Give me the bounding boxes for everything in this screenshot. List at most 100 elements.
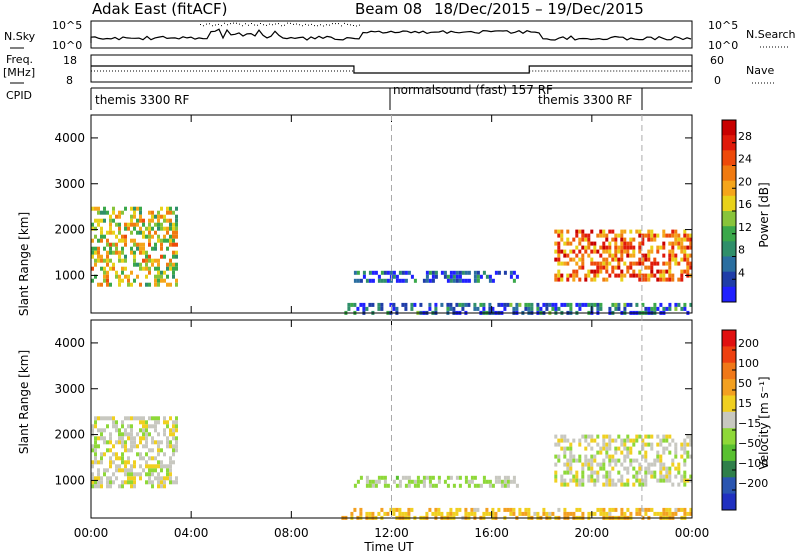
velocity-cell xyxy=(638,462,642,467)
power-cell xyxy=(175,222,178,227)
velocity-ylabel: Slant Range [km] xyxy=(17,350,31,454)
power-cell xyxy=(380,302,384,307)
power-cell xyxy=(587,273,591,278)
power-cell xyxy=(145,274,148,279)
velocity-cell xyxy=(130,428,133,433)
velocity-cell xyxy=(563,462,567,467)
beam-title: Beam 08 xyxy=(355,0,422,18)
velocity-cell xyxy=(524,507,528,512)
power-cell xyxy=(602,245,606,250)
power-cell xyxy=(169,262,172,267)
power-cell xyxy=(109,242,112,247)
power-cell xyxy=(112,210,115,215)
power-cell xyxy=(602,261,606,266)
power-cell xyxy=(124,234,127,239)
velocity-cell xyxy=(638,511,642,516)
time-tick-label: 04:00 xyxy=(174,526,209,540)
power-cell xyxy=(572,257,576,262)
power-cell xyxy=(172,254,175,259)
power-cell xyxy=(515,306,519,311)
power-cell xyxy=(401,278,405,283)
power-cell xyxy=(557,273,561,278)
velocity-cell xyxy=(172,460,175,465)
power-cell xyxy=(629,302,633,307)
power-cell xyxy=(109,250,112,255)
velocity-cell xyxy=(103,472,106,477)
velocity-cell xyxy=(617,478,621,483)
velocity-cell xyxy=(97,460,100,465)
power-cell xyxy=(491,306,495,311)
power-cell xyxy=(689,233,693,238)
velocity-cell xyxy=(458,507,462,512)
power-cell xyxy=(581,233,585,238)
power-cell xyxy=(124,222,127,227)
velocity-cell xyxy=(163,484,166,489)
power-cell xyxy=(109,218,112,223)
velocity-cell xyxy=(602,462,606,467)
velocity-cell xyxy=(563,454,567,459)
velocity-cell xyxy=(686,454,690,459)
velocity-cell xyxy=(97,436,100,441)
velocity-cell xyxy=(97,416,100,421)
power-cell xyxy=(671,249,675,254)
power-cell xyxy=(464,278,468,283)
power-cell xyxy=(611,302,615,307)
power-cell xyxy=(380,306,384,311)
velocity-cell xyxy=(554,434,558,439)
velocity-cell xyxy=(109,432,112,437)
velocity-cell xyxy=(100,436,103,441)
velocity-cell xyxy=(446,511,450,516)
velocity-cell xyxy=(575,470,579,475)
velocity-cell xyxy=(431,511,435,516)
velocity-cell xyxy=(374,479,378,484)
power-cell xyxy=(593,302,597,307)
power-cell xyxy=(650,245,654,250)
velocity-cell xyxy=(668,470,672,475)
velocity-cell xyxy=(659,454,663,459)
power-cell xyxy=(638,273,642,278)
power-cell xyxy=(632,273,636,278)
power-cell xyxy=(638,277,642,282)
velocity-cell xyxy=(617,470,621,475)
power-cell xyxy=(106,278,109,283)
power-cell xyxy=(139,214,142,219)
power-cell xyxy=(455,302,459,307)
power-colorbar-tick-label: 12 xyxy=(738,221,752,234)
velocity-cell xyxy=(608,474,612,479)
velocity-cell xyxy=(151,484,154,489)
power-cell xyxy=(109,266,112,271)
power-cell xyxy=(446,274,450,279)
velocity-cell xyxy=(136,444,139,449)
velocity-cell xyxy=(452,483,456,488)
power-cell xyxy=(449,274,453,279)
velocity-cell xyxy=(683,462,687,467)
power-cell xyxy=(680,269,684,274)
freq-tick-right-top: 60 xyxy=(710,54,724,67)
velocity-cell xyxy=(569,446,573,451)
power-cell xyxy=(434,306,438,311)
velocity-cell xyxy=(100,428,103,433)
velocity-cell xyxy=(416,475,420,480)
power-cell xyxy=(476,270,480,275)
velocity-cell xyxy=(614,438,618,443)
power-cell xyxy=(410,306,414,311)
velocity-cell xyxy=(674,454,678,459)
power-cell xyxy=(124,274,127,279)
velocity-cell xyxy=(124,448,127,453)
power-cell xyxy=(623,306,627,311)
power-cell xyxy=(169,238,172,243)
power-cell xyxy=(160,206,163,211)
power-cell xyxy=(389,270,393,275)
power-cell xyxy=(680,257,684,262)
power-cell xyxy=(145,258,148,263)
power-cell xyxy=(97,238,100,243)
power-cell xyxy=(650,229,654,234)
power-cell xyxy=(100,218,103,223)
velocity-cell xyxy=(680,478,684,483)
velocity-cell xyxy=(593,454,597,459)
power-cell xyxy=(560,261,564,266)
velocity-cell xyxy=(635,478,639,483)
velocity-cell xyxy=(668,466,672,471)
power-cell xyxy=(611,269,615,274)
